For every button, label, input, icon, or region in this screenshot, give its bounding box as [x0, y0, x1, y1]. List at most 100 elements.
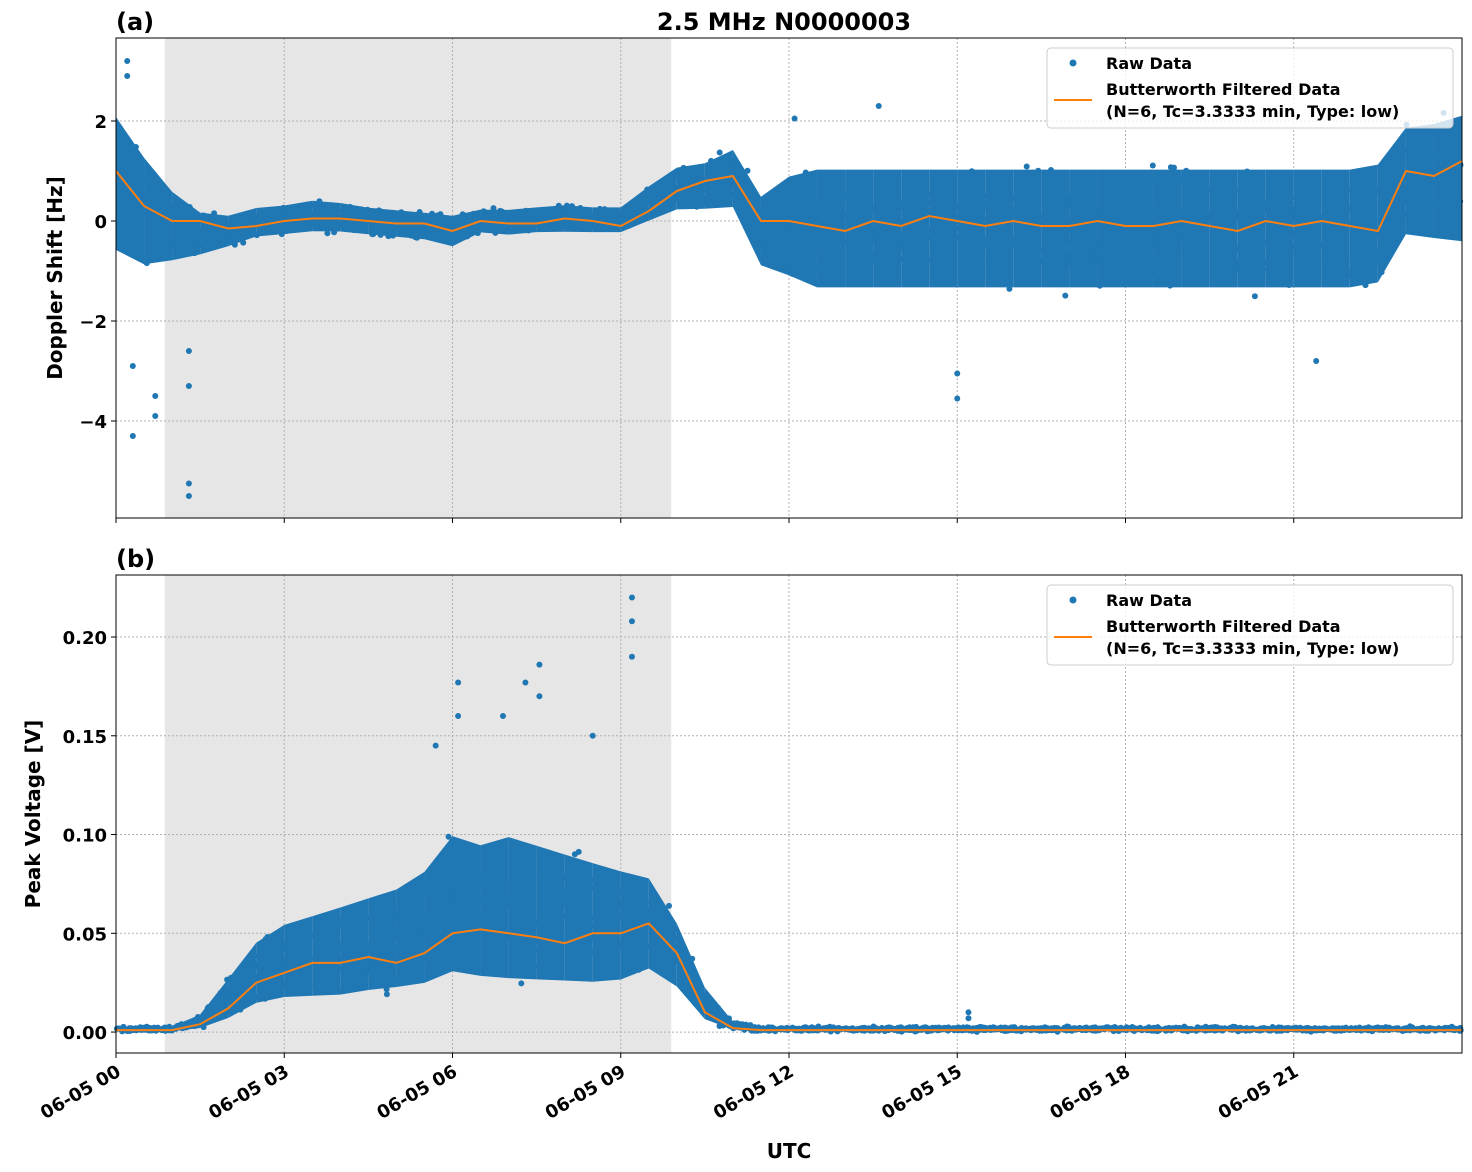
raw-data-point	[324, 230, 331, 237]
raw-data-density	[1433, 115, 1462, 242]
raw-data-density	[704, 987, 733, 1030]
raw-data-density	[144, 157, 173, 265]
raw-data-outlier	[954, 395, 961, 402]
raw-data-outlier	[522, 679, 529, 686]
raw-data-outlier	[954, 370, 961, 377]
raw-data-density	[424, 836, 453, 983]
panel-doppler: 2 0 −2 −4 (a) Doppler Shift [Hz] Raw Data Butte…	[43, 8, 1464, 523]
raw-data-density	[592, 207, 621, 233]
raw-data-density	[340, 898, 369, 995]
legend-marker-raw	[1069, 59, 1077, 67]
raw-data-density	[1405, 124, 1434, 238]
raw-data-outlier	[124, 58, 131, 64]
raw-data-point	[666, 902, 672, 909]
legend: Raw Data Butterworth Filtered Data (N=6, T…	[1046, 47, 1454, 129]
raw-data-outlier	[129, 363, 136, 369]
raw-data-outlier	[628, 653, 635, 660]
raw-data-density	[396, 871, 425, 988]
filtered-data-line	[115, 160, 1463, 233]
raw-data-density	[452, 836, 481, 976]
raw-data-density	[845, 169, 874, 288]
raw-data-point	[1171, 164, 1177, 171]
raw-data-outlier	[536, 693, 543, 700]
raw-data-outlier	[791, 115, 798, 122]
figure-title: 2.5 MHz N0000003	[657, 8, 911, 36]
raw-data-density	[985, 169, 1014, 288]
y-tick-label: 0	[94, 212, 107, 233]
y-tick-label: 0.20	[63, 628, 107, 649]
y-axis-label: Doppler Shift [Hz]	[43, 176, 67, 380]
panel-label: (b)	[116, 545, 155, 573]
raw-data-density	[620, 186, 649, 233]
raw-data-density	[620, 871, 649, 980]
raw-data-outlier	[628, 594, 635, 601]
y-tick-label: 2	[94, 112, 107, 133]
legend: Raw Data Butterworth Filtered Data (N=6, T…	[1046, 584, 1454, 666]
legend-marker-raw	[1069, 596, 1077, 604]
raw-data-point	[490, 205, 497, 212]
raw-data-density	[1153, 169, 1182, 288]
raw-data-outlier	[185, 383, 192, 389]
raw-data-point	[518, 980, 525, 987]
raw-data-outlier	[589, 732, 596, 739]
raw-data-outlier	[185, 480, 192, 487]
raw-data-density	[424, 212, 453, 247]
raw-data-density	[1097, 169, 1126, 288]
raw-data-density	[312, 200, 341, 232]
x-tick-label: 06-05 00	[37, 1061, 124, 1124]
raw-data-density	[592, 863, 621, 982]
raw-data-outlier	[124, 73, 131, 79]
raw-data-density	[536, 845, 565, 981]
raw-data-outlier	[965, 1009, 972, 1016]
raw-data-density	[929, 169, 958, 288]
raw-data-density	[284, 200, 313, 234]
raw-data-point	[1062, 292, 1069, 299]
raw-data-density	[760, 176, 789, 276]
raw-data-density	[480, 837, 509, 979]
x-tick-label: 06-05 12	[710, 1061, 797, 1124]
night-shading	[164, 38, 672, 518]
raw-data-density	[1013, 169, 1042, 288]
raw-data-outlier	[185, 348, 192, 354]
raw-data-outlier	[499, 713, 506, 720]
raw-data-point	[575, 848, 582, 855]
x-tick-label: 06-05 03	[205, 1061, 292, 1124]
raw-data-point	[716, 149, 723, 156]
legend-box	[1046, 584, 1454, 666]
raw-data-point	[1023, 163, 1030, 170]
raw-data-density	[452, 209, 481, 247]
raw-data-density	[564, 854, 593, 982]
raw-data-point	[1149, 162, 1156, 169]
legend-label-filter-params: (N=6, Tc=3.3333 min, Type: low)	[1106, 639, 1399, 658]
raw-data-density	[1349, 164, 1378, 288]
legend-label-raw: Raw Data	[1106, 591, 1192, 610]
raw-data-density	[1265, 169, 1294, 288]
raw-data-density	[508, 207, 537, 235]
raw-data-outlier	[455, 713, 462, 720]
raw-data-outlier	[185, 493, 192, 499]
raw-data-outlier	[628, 618, 635, 625]
raw-data-point	[1251, 293, 1258, 300]
raw-data-outlier	[129, 433, 136, 439]
raw-data-density	[1377, 127, 1406, 283]
raw-data-point	[383, 991, 390, 998]
raw-data-density	[1237, 169, 1266, 288]
panel-voltage: 0.00 0.05 0.10 0.15 0.20 06-05 00 06-05 03 06-0…	[21, 545, 1464, 1124]
raw-data-outlier	[455, 679, 462, 686]
raw-data-density	[396, 210, 425, 240]
raw-data-density	[648, 878, 677, 987]
raw-data-density	[256, 924, 285, 1003]
raw-data-density	[256, 205, 285, 237]
raw-data-outlier	[432, 742, 439, 749]
raw-data-outlier	[965, 1015, 972, 1022]
raw-data-density	[957, 169, 986, 288]
raw-data-density	[1181, 169, 1210, 288]
y-tick-label: 0.15	[63, 727, 107, 748]
raw-data-density	[536, 205, 565, 233]
raw-data-outlier	[875, 103, 882, 109]
legend-box	[1046, 47, 1454, 129]
legend-label-filtered: Butterworth Filtered Data	[1106, 80, 1341, 99]
raw-data-density	[312, 907, 341, 996]
legend-label-raw: Raw Data	[1106, 54, 1192, 73]
